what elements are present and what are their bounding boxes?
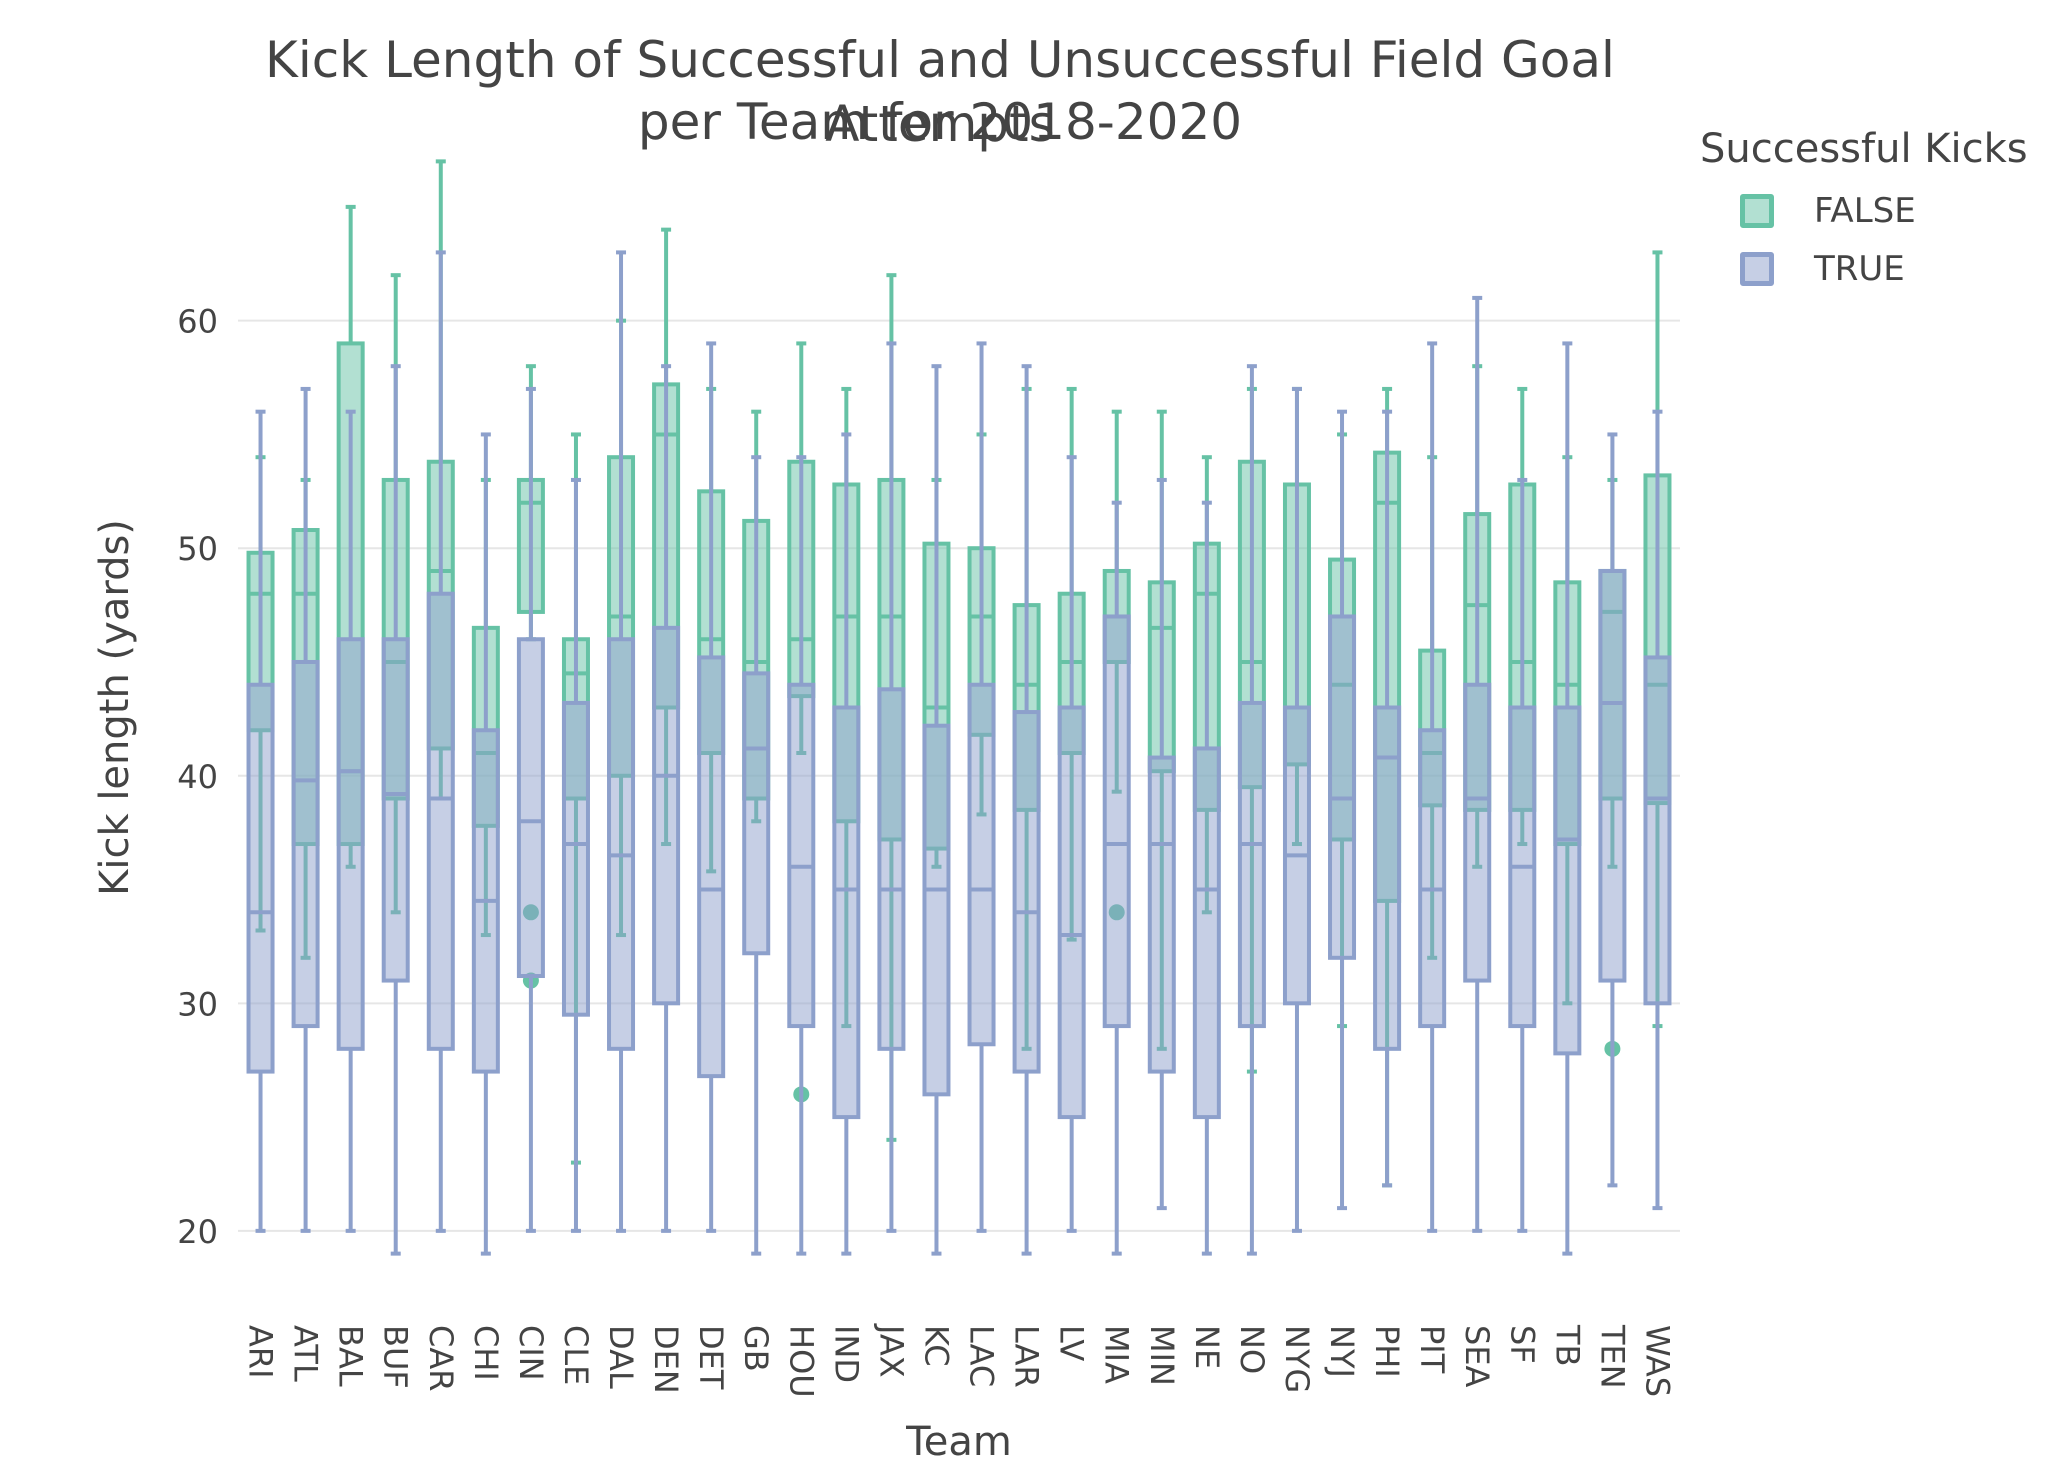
x-tick-label-car: CAR [422,1325,460,1391]
box-den-true [652,625,681,1006]
legend-item-false[interactable]: FALSE [1700,182,2060,240]
box-det-true [697,655,726,1079]
x-tick-label-cin: CIN [512,1325,550,1381]
box-lar-true [1012,710,1041,1074]
legend-label-true: TRUE [1814,249,1905,289]
box-tb-true [1553,705,1582,1056]
x-tick-label-ind: IND [827,1325,865,1383]
x-tick-label-was: WAS [1638,1325,1676,1397]
y-tick-label-60: 60 [177,303,218,341]
x-tick-label-mia: MIA [1098,1325,1136,1384]
box-kc-true [922,723,951,1097]
x-tick-label-lar: LAR [1008,1325,1046,1388]
x-tick-label-bal: BAL [332,1325,370,1387]
legend-swatch-false [1740,194,1774,228]
box-jax-true [877,687,906,1051]
y-tick-label-30: 30 [177,985,218,1023]
legend-label-false: FALSE [1814,191,1916,231]
box-cle-true [561,700,590,1017]
x-tick-label-sea: SEA [1458,1325,1496,1388]
box-ari-true [246,682,275,1074]
x-tick-label-sf: SF [1503,1325,1541,1364]
legend: Successful Kicks FALSE TRUE [1700,126,2060,298]
x-tick-label-cle: CLE [557,1325,595,1385]
x-tick-label-gb: GB [737,1325,775,1372]
x-tick-label-tb: TB [1548,1324,1586,1367]
box-cin-true [516,637,545,979]
y-tick-label-50: 50 [177,530,218,568]
legend-item-true[interactable]: TRUE [1700,240,2060,298]
x-tick-label-nyj: NYJ [1323,1325,1361,1378]
x-tick-label-lac: LAC [963,1325,1001,1387]
box-car-true [426,591,455,1051]
box-min-true [1147,755,1176,1074]
x-tick-label-chi: CHI [467,1325,505,1381]
box-ten-true [1598,568,1627,983]
box-bal-true [336,637,365,1051]
box-mia-true [1102,614,1131,1029]
box-hou-true [787,682,816,1029]
x-axis-title: Team [905,1419,1012,1465]
y-axis-title: Kick length (yards) [92,519,138,896]
box-gb-true [742,671,771,956]
box-sea-true [1463,682,1492,983]
box-phi-true [1373,705,1402,1051]
x-tick-label-atl: ATL [287,1325,325,1382]
box-buf-true [381,637,410,983]
x-tick-label-phi: PHI [1368,1325,1406,1378]
box-pit-true [1418,728,1447,1029]
x-tick-label-buf: BUF [377,1325,415,1389]
x-tick-label-hou: HOU [782,1325,820,1398]
x-tick-label-pit: PIT [1413,1325,1451,1374]
y-tick-label-20: 20 [177,1213,218,1251]
x-tick-label-no: NO [1233,1325,1271,1374]
box-ne-true [1192,746,1221,1120]
x-tick-label-ne: NE [1188,1325,1226,1369]
box-atl-true [291,659,320,1029]
x-tick-label-ari: ARI [242,1325,280,1379]
x-tick-label-ten: TEN [1593,1324,1631,1389]
y-tick-label-40: 40 [177,758,218,796]
x-tick-label-min: MIN [1143,1325,1181,1386]
x-tick-label-lv: LV [1053,1325,1091,1361]
x-tick-label-jax: JAX [872,1323,910,1378]
legend-swatch-true [1740,252,1774,286]
box-dal-true [607,637,636,1051]
box-was-true [1643,655,1672,1006]
x-tick-label-kc: KC [917,1325,955,1367]
box-lv-true [1057,705,1086,1120]
box-nyj-true [1328,614,1357,960]
x-tick-label-nyg: NYG [1278,1325,1316,1393]
x-tick-label-den: DEN [647,1325,685,1394]
legend-title: Successful Kicks [1700,126,2028,172]
box-no-true [1237,700,1266,1029]
chart-title-line-2: per Team for 2018-2020 [637,93,1243,151]
chart-title-line-1: Kick Length of Successful and Unsuccessf… [265,31,1615,153]
box-ind-true [832,705,861,1120]
box-lac-true [967,682,996,1047]
x-tick-label-dal: DAL [602,1325,640,1389]
x-tick-label-det: DET [692,1325,730,1390]
